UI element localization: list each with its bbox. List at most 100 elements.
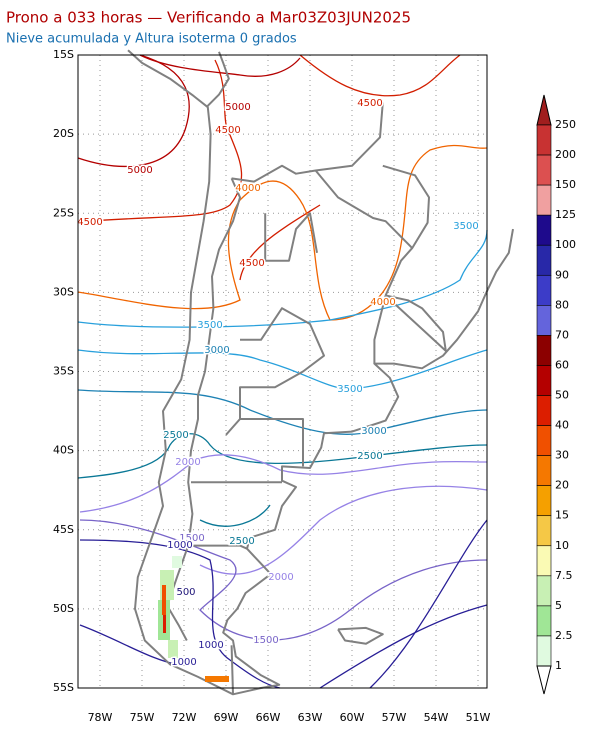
border — [264, 212, 318, 262]
land — [127, 49, 514, 696]
colorbar-segment — [536, 305, 552, 336]
colorbar-segment — [536, 425, 552, 456]
colorbar-label: 7.5 — [555, 569, 573, 582]
contour-label: 5000 — [127, 165, 152, 176]
colorbar-over — [536, 94, 552, 126]
colorbar-label: 200 — [555, 148, 576, 161]
contour — [77, 433, 488, 479]
lon-label: 72W — [172, 711, 197, 724]
colorbar-segment — [536, 154, 552, 186]
contour — [199, 485, 488, 575]
contour-label: 3000 — [204, 345, 229, 356]
lat-label: 45S — [53, 523, 74, 536]
lat-label: 35S — [53, 365, 74, 378]
border — [384, 247, 413, 296]
contour-label: 4500 — [77, 217, 102, 228]
colorbar-segment — [536, 455, 552, 486]
contour — [79, 624, 181, 666]
colorbar-segment — [536, 214, 552, 246]
border — [240, 418, 304, 467]
colorbar-label: 60 — [555, 358, 569, 371]
colorbar-label: 100 — [555, 238, 576, 251]
colorbar-label: 5 — [555, 599, 562, 612]
contour-label: 2000 — [175, 457, 200, 468]
colorbar-segment — [536, 635, 552, 667]
border — [231, 102, 384, 183]
lon-label: 78W — [88, 711, 113, 724]
contour — [77, 349, 488, 390]
contour-label: 5000 — [225, 102, 250, 113]
colorbar-segment — [536, 184, 552, 216]
contour-label: 4000 — [235, 183, 260, 194]
contour — [199, 504, 271, 527]
lon-label: 54W — [424, 711, 449, 724]
colorbar-segment — [536, 575, 552, 607]
colorbar-label: 250 — [555, 118, 576, 131]
colorbar-segment — [536, 545, 552, 577]
lon-label: 69W — [214, 711, 239, 724]
lat-label: 15S — [53, 48, 74, 61]
contour-label: 4000 — [370, 297, 395, 308]
contour-label: 500 — [176, 587, 195, 598]
lon-label: 63W — [298, 711, 323, 724]
coastline — [127, 49, 488, 696]
colorbar-label: 20 — [555, 479, 569, 492]
colorbar-label: 30 — [555, 449, 569, 462]
colorbar-segment — [536, 124, 552, 156]
colorbar-label: 125 — [555, 208, 576, 221]
border — [230, 645, 234, 695]
contour-labels: 5000 4500 4500 5000 4500 4000 4500 3500 4000 3500… — [76, 97, 480, 670]
snow-area — [163, 615, 166, 633]
colorbar-segment — [536, 365, 552, 396]
snow-area — [205, 676, 229, 682]
lon-label: 60W — [340, 711, 365, 724]
map-frame — [77, 54, 488, 689]
colorbar-label: 2.5 — [555, 629, 573, 642]
border — [384, 294, 447, 352]
contour — [369, 519, 488, 689]
contour — [77, 144, 488, 321]
contour-label: 2500 — [229, 536, 254, 547]
colorbar-label: 10 — [555, 539, 569, 552]
lon-label: 57W — [382, 711, 407, 724]
snow-area — [162, 585, 166, 615]
colorbar-segment — [536, 515, 552, 547]
colorbar: 250 200 150 125 100 90 80 70 60 50 40 30 20 15 10 7.5 5 2… — [536, 94, 576, 695]
colorbar-label: 50 — [555, 389, 569, 402]
contour — [77, 54, 190, 167]
contour — [299, 54, 461, 97]
contour-label: 1500 — [253, 635, 278, 646]
subtitle: Nieve acumulada y Altura isoterma 0 grad… — [6, 32, 297, 47]
colorbar-segment — [536, 274, 552, 306]
snow-area — [168, 640, 178, 658]
contour-label: 1500 — [179, 533, 204, 544]
lat-label: 30S — [53, 285, 74, 298]
map: 5000 4500 4500 5000 4500 4000 4500 3500 4000 3500… — [76, 49, 514, 696]
colorbar-segment — [536, 335, 552, 366]
colorbar-under — [536, 665, 552, 695]
colorbar-label: 80 — [555, 298, 569, 311]
coastline — [485, 228, 514, 293]
lat-label: 40S — [53, 444, 74, 457]
colorbar-label: 70 — [555, 328, 569, 341]
contour-label: 3500 — [337, 384, 362, 395]
lat-label: 20S — [53, 127, 74, 140]
border — [225, 307, 325, 436]
colorbar-label: 150 — [555, 178, 576, 191]
contour-label: 4500 — [357, 98, 382, 109]
colorbar-label: 15 — [555, 509, 569, 522]
contour — [319, 604, 488, 689]
contour-label: 1000 — [171, 657, 196, 668]
border — [189, 544, 248, 550]
contour — [77, 229, 488, 328]
contour-label: 4500 — [239, 258, 264, 269]
contour-label: 3500 — [453, 221, 478, 232]
contour-label: 2000 — [268, 572, 293, 583]
border — [166, 177, 241, 641]
lon-label: 75W — [130, 711, 155, 724]
contour-label: 4500 — [215, 125, 240, 136]
title: Prono a 033 horas — Verificando a Mar03Z… — [6, 9, 411, 27]
contour-label: 1000 — [198, 640, 223, 651]
colorbar-segment — [536, 244, 552, 276]
island — [337, 626, 384, 645]
